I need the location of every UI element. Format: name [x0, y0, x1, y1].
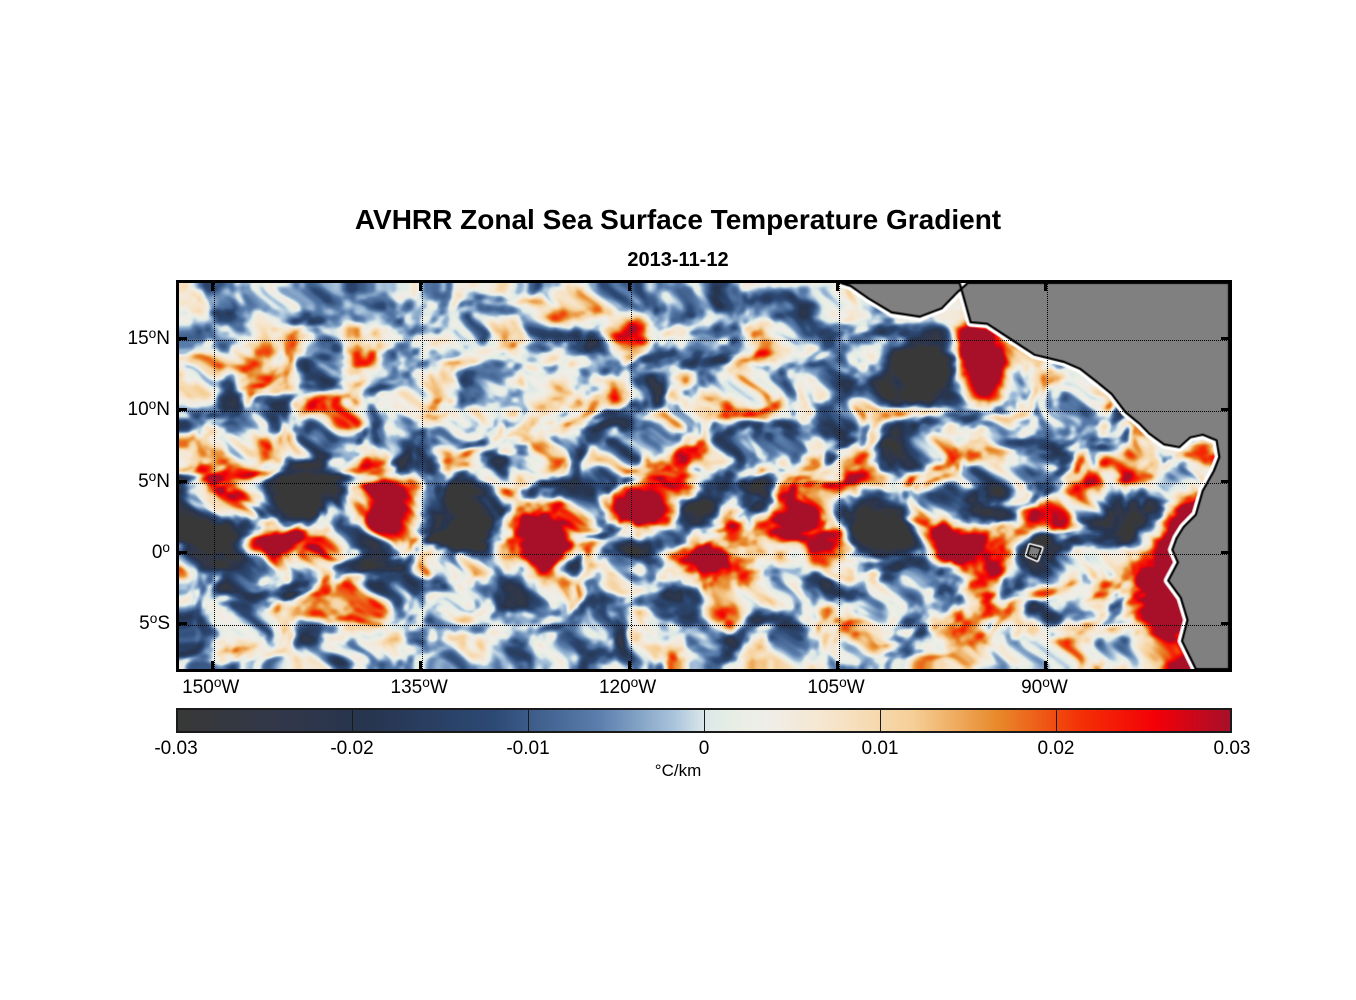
y-axis-tick-label: 0o: [151, 539, 170, 563]
colorbar-tick-label: 0.02: [1037, 738, 1075, 759]
y-axis-tick-label: 5oN: [138, 468, 170, 492]
figure-subtitle: 2013-11-12: [627, 249, 729, 271]
x-axis-tick: [210, 280, 214, 291]
colorbar-tick: [704, 708, 705, 733]
colorbar-tick-label: 0.01: [861, 738, 899, 759]
colorbar-tick: [528, 708, 529, 733]
y-axis-tick: [1221, 479, 1232, 483]
y-axis-tick: [176, 479, 187, 483]
x-axis-tick-label: 150oW: [182, 675, 240, 699]
colorbar-tick-label: -0.02: [330, 738, 374, 759]
x-axis-tick: [210, 661, 214, 672]
y-axis-tick: [1221, 622, 1232, 626]
colorbar-tick: [1056, 708, 1057, 733]
x-axis-tick: [419, 661, 423, 672]
x-axis-tick: [1044, 280, 1048, 291]
colorbar-tick-label: 0.03: [1213, 738, 1251, 759]
x-axis-tick-label: 120oW: [598, 675, 657, 699]
x-axis-tick-label: 90oW: [1021, 675, 1068, 699]
map-axes: [176, 280, 1232, 672]
x-axis-tick-label: 135oW: [390, 675, 448, 699]
y-axis-tick-label: 5oS: [139, 611, 170, 635]
x-axis-tick: [836, 661, 839, 672]
x-axis-tick: [1044, 661, 1048, 672]
colorbar-tick: [352, 708, 353, 733]
y-axis-tick: [1221, 408, 1232, 412]
x-axis-tick-label: 105oW: [807, 675, 865, 699]
colorbar-tick: [880, 708, 881, 733]
x-axis-tick: [627, 280, 631, 291]
colorbar-tick-label: -0.01: [506, 738, 550, 759]
land-mask-overlay: [179, 283, 1229, 669]
page-title: AVHRR Zonal Sea Surface Temperature Grad…: [354, 204, 1002, 235]
y-axis-tick: [176, 622, 187, 626]
y-axis-tick-label: 10oN: [127, 397, 170, 421]
y-axis-tick-label: 15oN: [127, 326, 170, 350]
y-axis-tick: [176, 408, 187, 412]
x-axis-tick: [627, 661, 631, 672]
colorbar-tick-label: -0.03: [154, 738, 198, 759]
colorbar-unit-label: °C/km: [654, 761, 702, 780]
x-axis-tick: [419, 280, 423, 291]
x-axis-tick: [836, 280, 839, 291]
y-axis-tick: [176, 337, 187, 341]
y-axis-tick: [1221, 337, 1232, 341]
y-axis-tick: [1221, 550, 1232, 554]
y-axis-tick: [176, 550, 187, 554]
colorbar-tick-label: 0: [698, 738, 710, 759]
